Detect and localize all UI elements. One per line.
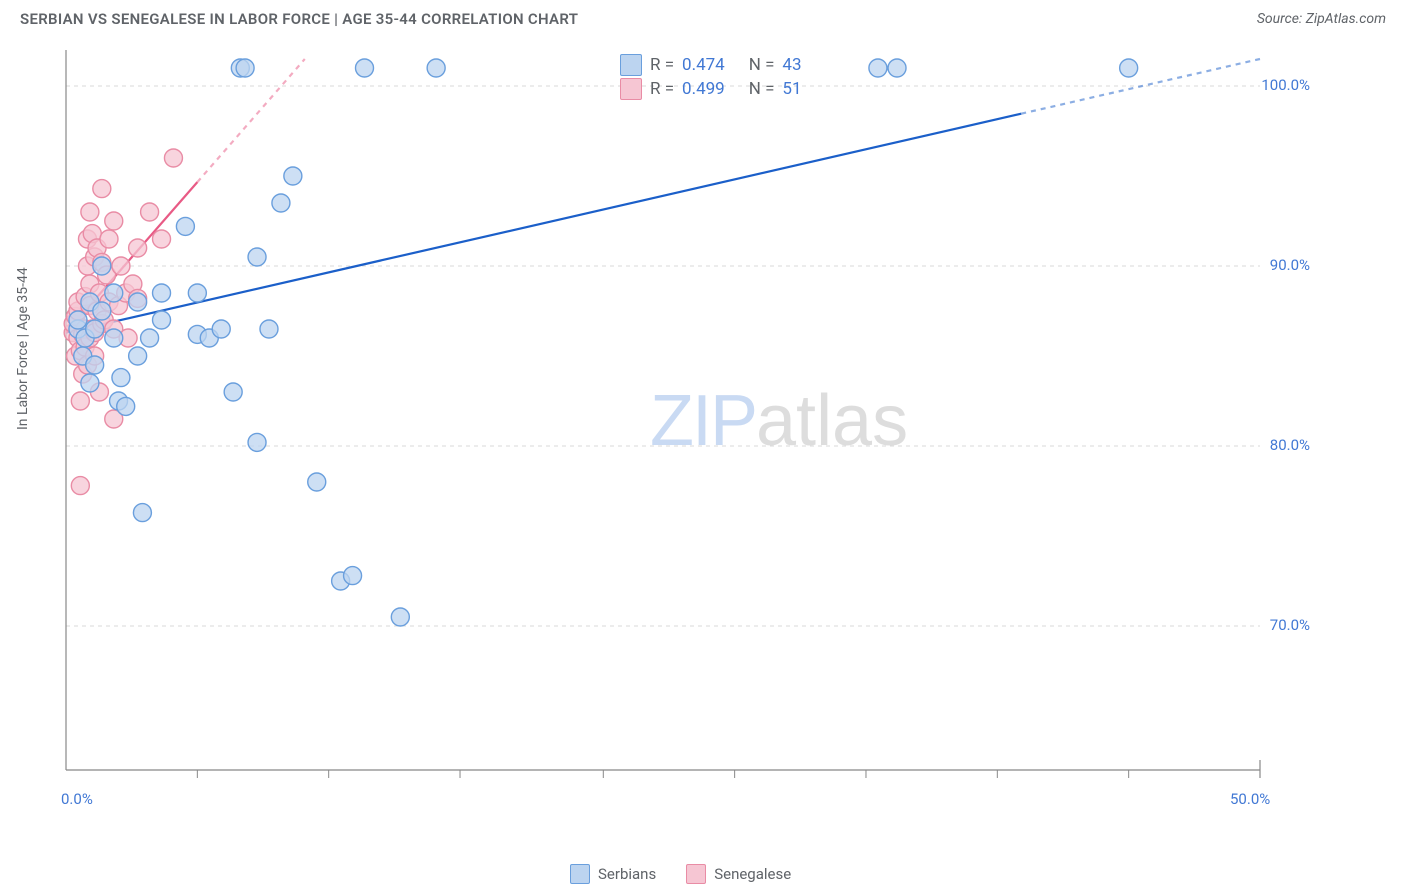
- r-label: R =: [650, 79, 674, 99]
- chart-area: R = 0.474 N = 43 R = 0.499 N = 51 70.0% …: [60, 50, 1320, 810]
- legend-item-senegalese: Senegalese: [686, 864, 791, 884]
- swatch-serbians-icon: [620, 54, 642, 76]
- r-value-serbians: 0.474: [682, 55, 725, 75]
- n-value-serbians: 43: [782, 55, 801, 75]
- n-value-senegalese: 51: [782, 79, 801, 99]
- source-label: Source: ZipAtlas.com: [1257, 11, 1386, 27]
- y-tick-label: 90.0%: [1270, 256, 1310, 274]
- r-label: R =: [650, 55, 674, 75]
- bottom-legend: Serbians Senegalese: [570, 864, 791, 884]
- n-label: N =: [749, 55, 775, 75]
- r-value-senegalese: 0.499: [682, 79, 725, 99]
- chart-title: SERBIAN VS SENEGALESE IN LABOR FORCE | A…: [20, 10, 578, 28]
- legend-item-serbians: Serbians: [570, 864, 656, 884]
- stats-row-serbians: R = 0.474 N = 43: [620, 54, 802, 76]
- swatch-senegalese-icon: [620, 78, 642, 100]
- y-tick-label: 100.0%: [1261, 76, 1310, 94]
- legend-label: Senegalese: [714, 865, 791, 883]
- n-label: N =: [749, 79, 775, 99]
- stats-row-senegalese: R = 0.499 N = 51: [620, 78, 802, 100]
- y-axis-label: In Labor Force | Age 35-44: [15, 267, 31, 430]
- swatch-senegalese-icon: [686, 864, 706, 884]
- x-tick-label: 0.0%: [61, 790, 93, 808]
- swatch-serbians-icon: [570, 864, 590, 884]
- x-tick-label: 50.0%: [1230, 790, 1270, 808]
- stats-box: R = 0.474 N = 43 R = 0.499 N = 51: [620, 54, 802, 102]
- scatter-plot: [60, 50, 1320, 810]
- y-tick-label: 70.0%: [1270, 616, 1310, 634]
- legend-label: Serbians: [598, 865, 656, 883]
- y-tick-label: 80.0%: [1270, 436, 1310, 454]
